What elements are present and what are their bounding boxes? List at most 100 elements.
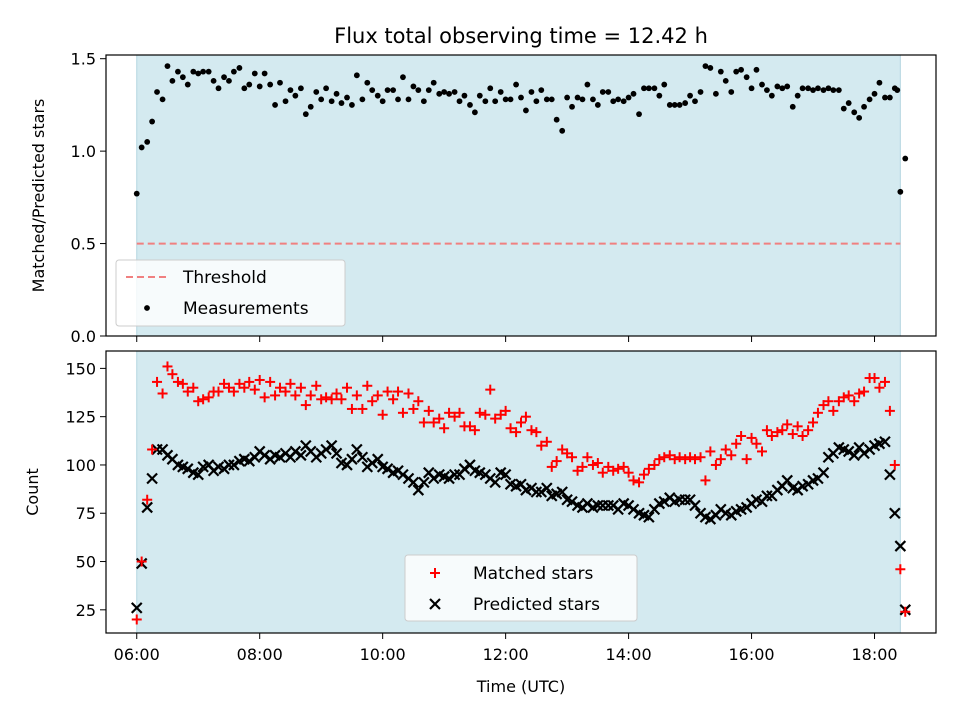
predicted-star-point-b (858, 447, 870, 460)
matched-star-point (567, 452, 578, 463)
matched-star-point (777, 425, 788, 436)
predicted-star-point-b (335, 457, 348, 469)
y-axis-label: Matched/Predicted stars (29, 99, 48, 293)
predicted-star-point (566, 495, 578, 508)
measurement-point (830, 87, 837, 94)
predicted-star-point-b (504, 478, 517, 491)
matched-star-point (843, 390, 854, 401)
predicted-star-point-b (592, 499, 604, 512)
measurement-point (518, 94, 524, 101)
matched-star-point (500, 405, 511, 416)
measurement-point (395, 96, 401, 103)
matched-star-point (823, 396, 834, 407)
matched-star-point (311, 380, 322, 391)
predicted-star-point (581, 497, 594, 510)
predicted-star-point-b (581, 497, 594, 510)
measurement-point (461, 92, 468, 99)
measurement-point (302, 111, 309, 118)
matched-star-point (290, 390, 301, 401)
matched-star-point (162, 361, 173, 372)
predicted-star-point-b (228, 459, 240, 471)
measurement-point (840, 105, 847, 112)
measurement-point (845, 100, 852, 106)
matched-star-point (531, 427, 542, 438)
predicted-star-point (541, 482, 553, 494)
matched-star-point (388, 394, 399, 405)
matched-star-point (274, 382, 285, 393)
matched-star-point (695, 452, 706, 463)
measurement-point (651, 85, 658, 92)
matched-star-point (546, 461, 557, 472)
predicted-star-point-b (202, 459, 215, 471)
predicted-star-point-b (438, 470, 450, 483)
predicted-star-point-b (530, 486, 543, 498)
predicted-star-point (535, 486, 548, 498)
predicted-star-point (356, 451, 369, 464)
matched-star-point (505, 423, 516, 434)
matched-star-point (623, 467, 634, 478)
predicted-star-point (658, 495, 671, 508)
predicted-star-point-b (212, 461, 225, 473)
matched-star-point (157, 388, 168, 399)
measurement-point (241, 85, 248, 92)
predicted-star-point (330, 447, 343, 460)
measurement-point (175, 68, 181, 75)
measurement-point (446, 90, 452, 97)
predicted-star-point-b (837, 443, 850, 456)
matched-star-point (485, 384, 496, 395)
measurement-point (656, 92, 663, 99)
matched-star-point (188, 382, 199, 393)
predicted-star-point (192, 468, 205, 481)
measurement-point (230, 68, 237, 75)
measurement-point (702, 63, 709, 69)
measurement-point (523, 107, 529, 114)
matched-star-point (434, 413, 445, 424)
measurement-point (379, 98, 386, 105)
predicted-star-point-b (643, 511, 655, 523)
measurement-point (851, 109, 858, 116)
x-tick-label: 12:00 (483, 645, 529, 664)
measurement-point (810, 87, 816, 94)
predicted-star-point (643, 511, 655, 523)
matched-star-point (321, 392, 332, 403)
measurement-point (179, 74, 186, 81)
matched-star-point (177, 378, 188, 389)
legend-predicted-label: Predicted stars (473, 595, 600, 615)
matched-star-point (792, 421, 803, 432)
predicted-star-point (295, 449, 307, 462)
matched-star-point (351, 390, 362, 401)
matched-star-point (254, 374, 265, 385)
measurement-point (154, 89, 160, 95)
measurement-point (768, 92, 775, 99)
matched-star-point (423, 405, 434, 416)
predicted-star-point-b (556, 486, 568, 498)
predicted-star-point-b (679, 493, 691, 506)
matched-star-point (643, 463, 654, 474)
x-tick-label: 10:00 (360, 645, 406, 664)
measurement-point (400, 74, 406, 81)
predicted-star-point-b (474, 466, 486, 479)
matched-star-point (346, 403, 357, 414)
matched-star-point (408, 403, 419, 414)
predicted-star-point-b (320, 443, 332, 456)
matched-star-point (803, 425, 814, 436)
measurement-point (482, 98, 489, 105)
predicted-star-point-b (894, 540, 907, 552)
matched-star-point (326, 394, 337, 405)
plot-frame (105, 350, 937, 634)
measurement-point (548, 96, 555, 103)
measurement-point (282, 98, 289, 105)
matched-star-point (884, 405, 895, 416)
matched-star-point (674, 452, 685, 463)
measurement-point (420, 98, 427, 105)
matched-star-point (797, 430, 808, 441)
predicted-star-point-b (879, 436, 891, 448)
measurement-point (553, 116, 560, 123)
matched-star-point (259, 392, 270, 403)
matched-star-point (746, 432, 757, 443)
predicted-star-point-b (274, 451, 286, 464)
x-axis-label: Time (UTC) (476, 677, 565, 696)
measurement-point (594, 102, 601, 108)
measurement-point (307, 103, 314, 110)
predicted-star-point-b (325, 439, 338, 452)
